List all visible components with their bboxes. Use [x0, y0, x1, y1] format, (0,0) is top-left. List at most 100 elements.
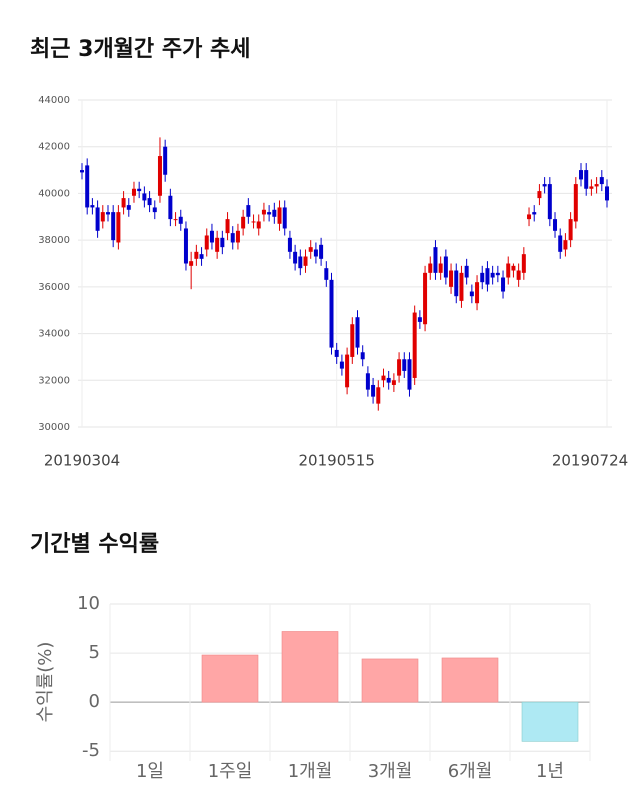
candle-body [573, 184, 578, 222]
candle-body [511, 265, 516, 271]
candle-body [246, 205, 251, 217]
y-tick-label: 32000 [38, 375, 70, 386]
candle-body [215, 237, 220, 252]
candle-body [334, 349, 339, 357]
candle-body [90, 205, 95, 208]
candle-body [355, 317, 360, 348]
candle-body [189, 261, 194, 266]
candle-body [261, 209, 266, 215]
candle-body [423, 272, 428, 325]
candle-body [397, 359, 402, 376]
candle-body [402, 359, 407, 371]
candle-body [345, 354, 350, 388]
candle-body [417, 317, 422, 322]
candle-body [594, 184, 599, 187]
candle-body [407, 359, 412, 390]
candle-body [589, 186, 594, 189]
y-tick-label: 5 [89, 642, 100, 663]
candle-body [230, 233, 235, 243]
x-tick-label: 1주일 [208, 761, 253, 782]
x-tick-label: 1일 [136, 761, 164, 782]
candle-body [475, 282, 480, 304]
candle-body [501, 277, 506, 292]
candle-body [131, 188, 136, 196]
candle-body [272, 209, 277, 217]
candle-body [173, 219, 178, 221]
y-tick-label: 38000 [38, 235, 70, 246]
candle-body [568, 219, 573, 241]
bar [201, 654, 259, 703]
candle-body [204, 235, 209, 250]
candle-body [121, 198, 126, 208]
x-tick-label: 20190304 [44, 452, 120, 470]
candle-body [579, 170, 584, 180]
x-tick-label: 20190515 [299, 452, 375, 470]
candle-body [287, 237, 292, 252]
candle-body [235, 230, 240, 243]
candle-body [324, 268, 329, 280]
candle-body [391, 380, 396, 385]
candle-body [277, 207, 282, 224]
candle-body [412, 312, 417, 378]
candle-body [225, 219, 230, 234]
candle-body [157, 156, 162, 196]
candle-body [480, 272, 485, 283]
y-tick-label: 42000 [38, 142, 70, 153]
candle-body [350, 324, 355, 357]
candle-body [183, 228, 188, 264]
y-tick-label: 34000 [38, 329, 70, 340]
y-tick-label: 36000 [38, 282, 70, 293]
candle-body [443, 256, 448, 278]
x-tick-label: 1개월 [288, 761, 333, 782]
candle-body [469, 291, 474, 297]
candle-body [547, 184, 552, 220]
candle-body [147, 198, 152, 206]
candle-body [599, 177, 604, 185]
candle-body [459, 272, 464, 301]
candle-body [303, 256, 308, 266]
candle-body [495, 272, 500, 276]
candle-body [152, 207, 157, 213]
candle-body [563, 240, 568, 250]
candle-body [319, 244, 324, 259]
bar [441, 657, 499, 703]
candle-body [313, 249, 318, 257]
candle-body [584, 170, 589, 189]
y-axis-label: 수익률(%) [35, 642, 56, 723]
x-tick-label: 20190724 [552, 452, 628, 470]
candle-body [105, 212, 110, 215]
y-tick-label: 30000 [38, 422, 70, 433]
candle-body [209, 230, 214, 243]
candle-body [100, 212, 105, 222]
candle-body [428, 263, 433, 273]
bar [281, 631, 339, 703]
candle-body [381, 375, 386, 381]
candle-body [506, 263, 511, 278]
y-tick-label: -5 [82, 740, 100, 761]
candle-body [116, 212, 121, 243]
bar [521, 701, 579, 742]
candle-body [298, 256, 303, 269]
candle-body [433, 247, 438, 273]
candle-body [168, 195, 173, 220]
candle-body [516, 270, 521, 280]
candle-body [80, 170, 84, 173]
candle-body [521, 254, 526, 273]
candle-body [386, 377, 391, 383]
candle-body [282, 207, 287, 229]
candle-body [126, 205, 131, 210]
candle-body [532, 212, 537, 215]
candle-body [438, 263, 443, 273]
candle-body [293, 251, 298, 264]
candle-body [199, 254, 204, 259]
candle-body [308, 247, 313, 252]
candle-body [449, 270, 454, 287]
chart-title: 최근 3개월간 주가 추세 [30, 37, 250, 62]
y-tick-label: 44000 [38, 95, 70, 106]
candle-body [163, 146, 168, 175]
candle-body [360, 352, 365, 360]
candle-body [365, 373, 370, 390]
y-tick-label: 40000 [38, 188, 70, 199]
x-tick-label: 3개월 [368, 761, 413, 782]
